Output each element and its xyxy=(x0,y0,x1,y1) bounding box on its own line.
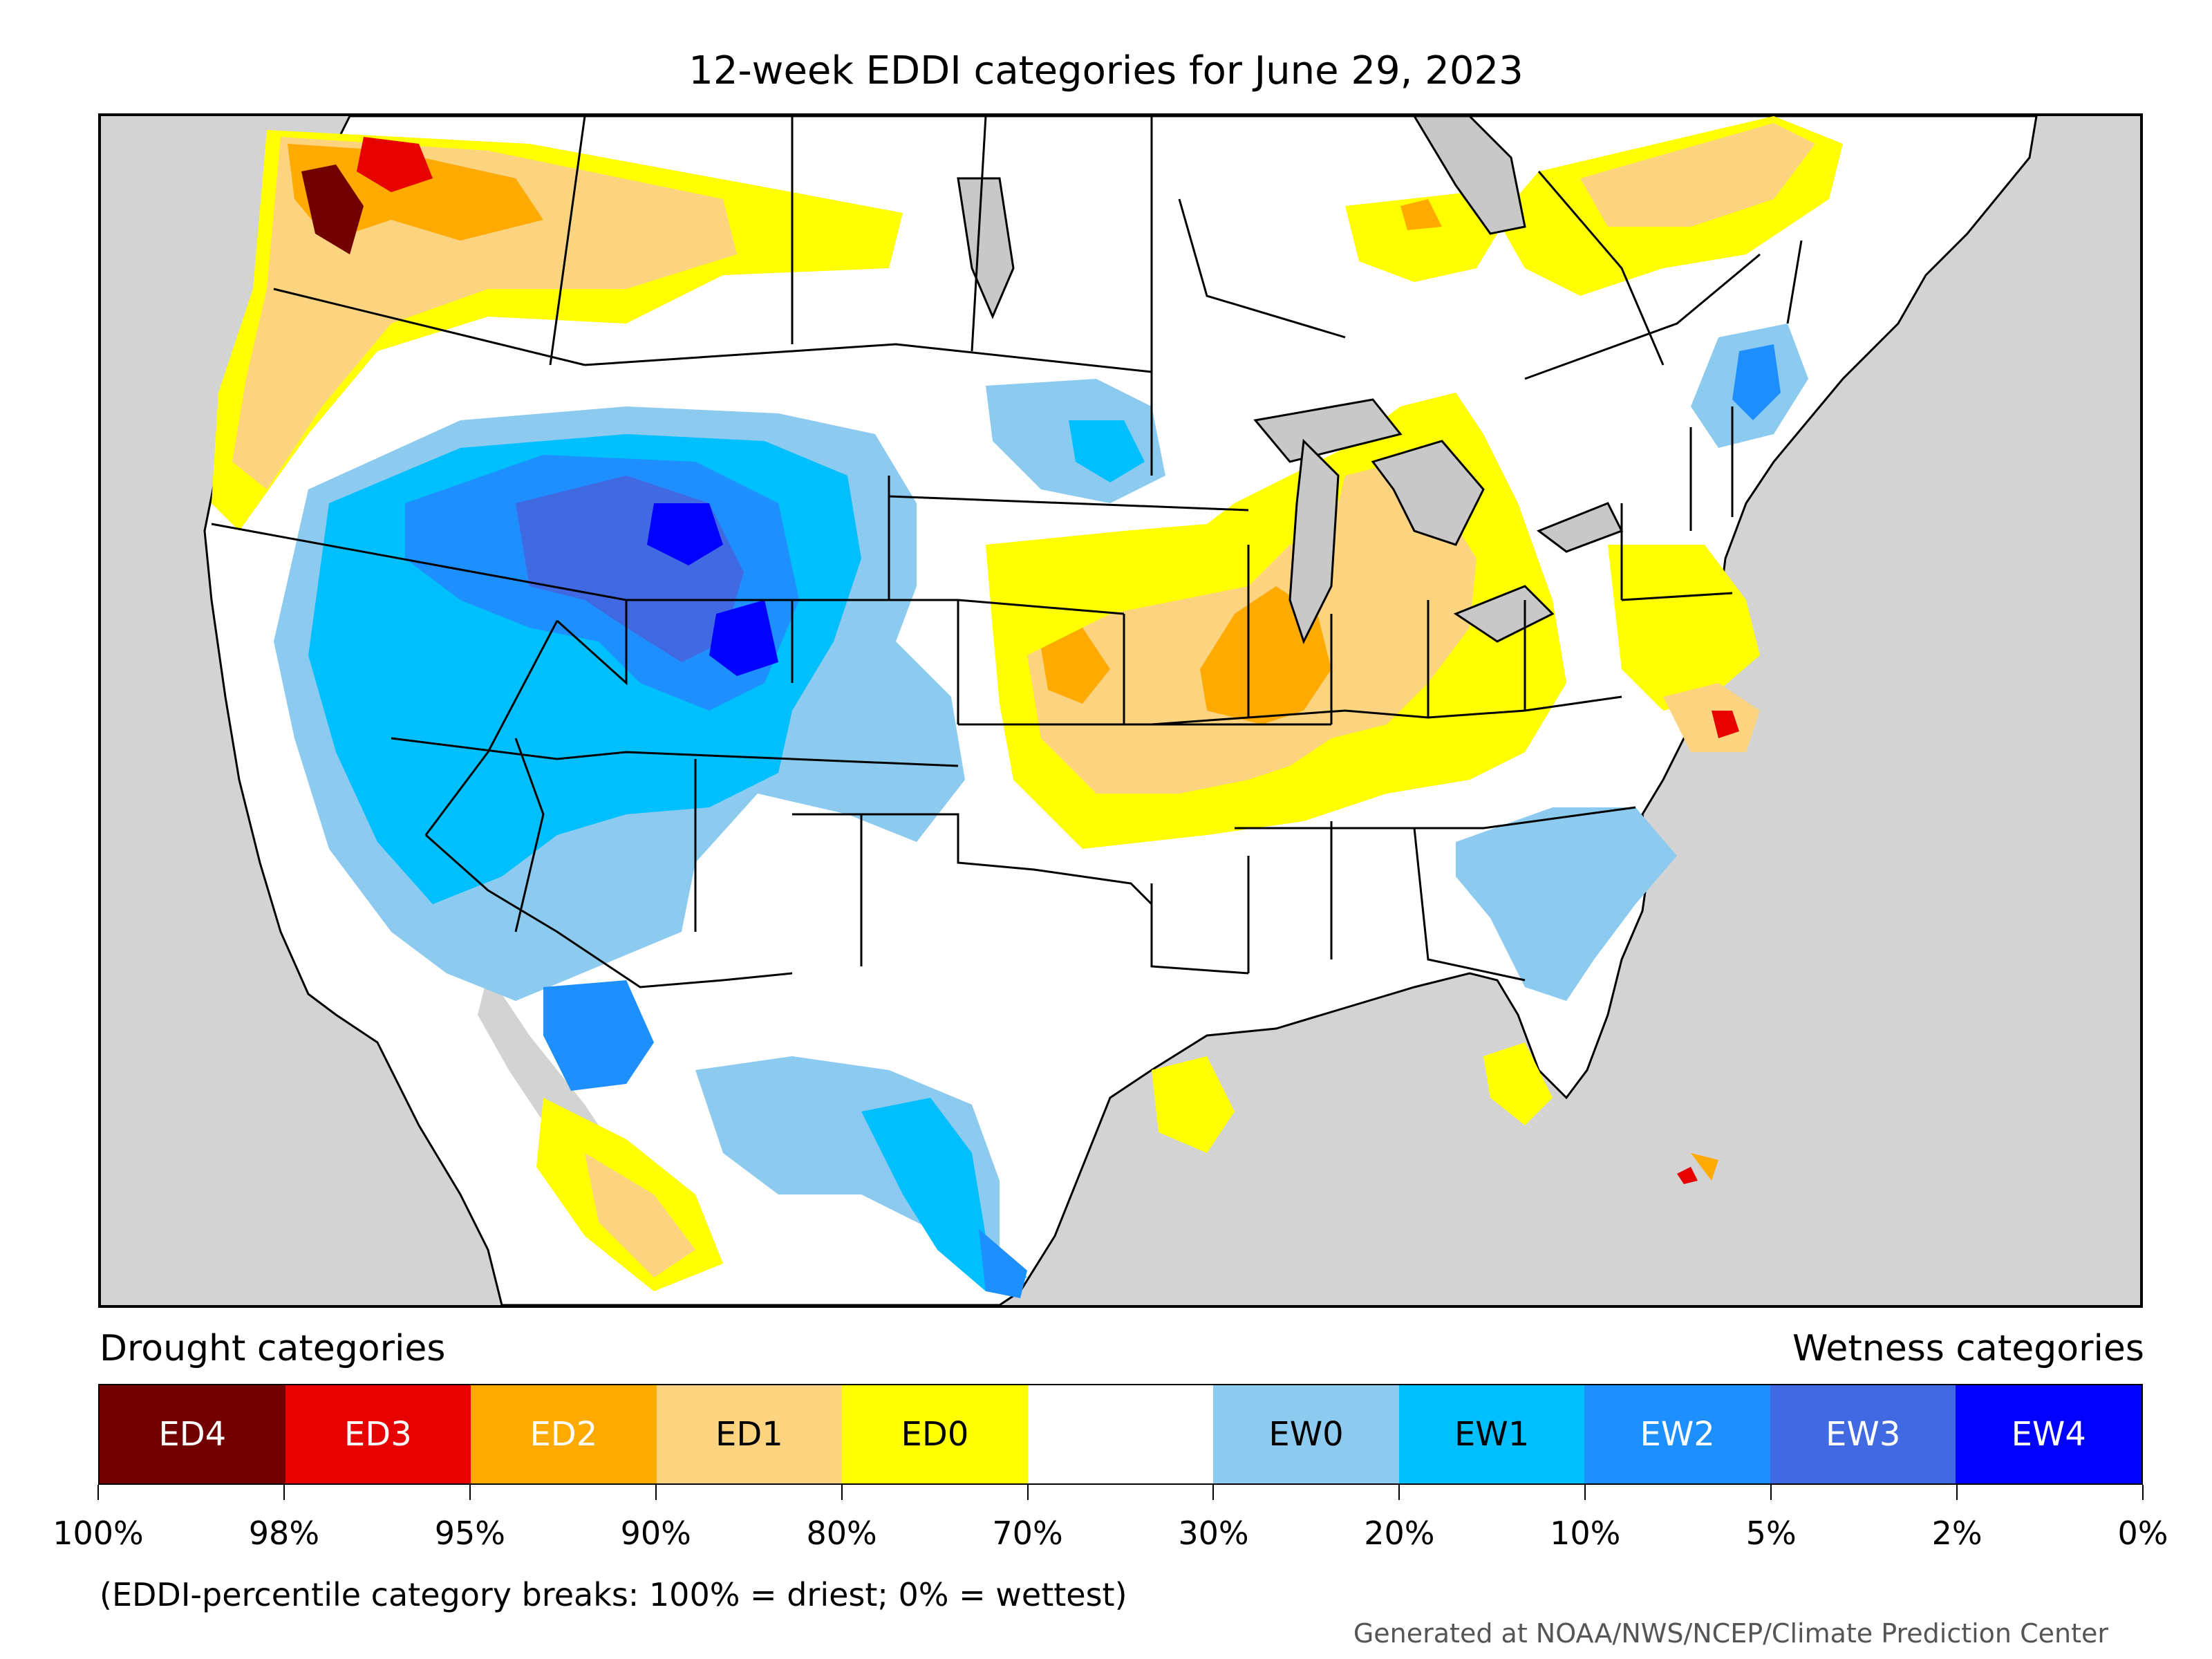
lakes xyxy=(957,116,1624,644)
legend-swatch-ed3: ED3 xyxy=(285,1385,471,1483)
tick-label: 0% xyxy=(2117,1515,2168,1552)
tick-label: 90% xyxy=(620,1515,691,1552)
colorbar-tick xyxy=(283,1485,285,1500)
colorbar-tick xyxy=(1770,1485,1772,1500)
tick-label: 98% xyxy=(248,1515,320,1552)
tick-label: 80% xyxy=(806,1515,877,1552)
legend-label: EW3 xyxy=(1826,1415,1901,1454)
legend-swatch-ew0: EW0 xyxy=(1213,1385,1399,1483)
colorbar-tick xyxy=(1027,1485,1029,1500)
legend-swatch-ed4: ED4 xyxy=(100,1385,285,1483)
drought-areas xyxy=(212,116,1843,1291)
map-canvas xyxy=(203,116,2038,1305)
legend-label: ED1 xyxy=(715,1415,783,1454)
tick-label: 20% xyxy=(1364,1515,1435,1552)
legend-label: ED2 xyxy=(529,1415,598,1454)
colorbar-tick xyxy=(97,1485,99,1500)
legend-label: EW2 xyxy=(1640,1415,1715,1454)
legend-label: ED4 xyxy=(158,1415,227,1454)
tick-label: 70% xyxy=(992,1515,1063,1552)
tick-label: 5% xyxy=(1745,1515,1797,1552)
wetness-areas xyxy=(274,324,1808,1298)
tick-label: 2% xyxy=(1931,1515,1983,1552)
legend-swatch-ew4: EW4 xyxy=(1956,1385,2142,1483)
colorbar-tick xyxy=(1212,1485,1215,1500)
colorbar-tick xyxy=(2142,1485,2144,1500)
drought-categories-heading: Drought categories xyxy=(100,1328,446,1369)
category-note: (EDDI-percentile category breaks: 100% =… xyxy=(100,1576,1127,1613)
colorbar-tick-labels: 100% 98% 95% 90% 80% 70% 30% 20% 10% 5% 2% 0% xyxy=(53,1514,2168,1555)
legend-label: EW4 xyxy=(2011,1415,2086,1454)
colorbar-tick xyxy=(1584,1485,1586,1500)
credit-line: Generated at NOAA/NWS/NCEP/Climate Predi… xyxy=(1353,1618,2108,1649)
category-colorbar: ED4 ED3 ED2 ED1 ED0 EW0 EW1 EW2 EW3 EW4 xyxy=(98,1384,2143,1485)
map-title: 12-week EDDI categories for June 29, 202… xyxy=(688,48,1524,93)
legend-swatch-ed1: ED1 xyxy=(656,1385,843,1483)
legend-swatch-ew1: EW1 xyxy=(1398,1385,1585,1483)
legend-label: EW1 xyxy=(1454,1415,1530,1454)
colorbar-tick xyxy=(1398,1485,1400,1500)
legend-swatch-ed2: ED2 xyxy=(471,1385,657,1483)
legend-swatch-ew3: EW3 xyxy=(1770,1385,1956,1483)
legend-swatch-ed0: ED0 xyxy=(842,1385,1028,1483)
legend-label: EW0 xyxy=(1268,1415,1344,1454)
tick-label: 10% xyxy=(1550,1515,1621,1552)
colorbar-tick xyxy=(841,1485,843,1500)
colorbar-ticks xyxy=(97,1485,2144,1512)
legend-swatch-ew2: EW2 xyxy=(1584,1385,1770,1483)
legend-label: ED3 xyxy=(344,1415,412,1454)
wetness-categories-heading: Wetness categories xyxy=(1792,1328,2144,1369)
legend-swatch-normal xyxy=(1027,1385,1214,1483)
tick-label: 30% xyxy=(1178,1515,1249,1552)
legend-label: ED0 xyxy=(901,1415,969,1454)
eddi-map xyxy=(98,113,2143,1308)
colorbar-tick xyxy=(469,1485,471,1500)
tick-label: 95% xyxy=(434,1515,505,1552)
colorbar-tick xyxy=(1956,1485,1958,1500)
state-boundaries xyxy=(211,116,1803,988)
colorbar-tick xyxy=(655,1485,657,1500)
tick-label: 100% xyxy=(53,1515,144,1552)
